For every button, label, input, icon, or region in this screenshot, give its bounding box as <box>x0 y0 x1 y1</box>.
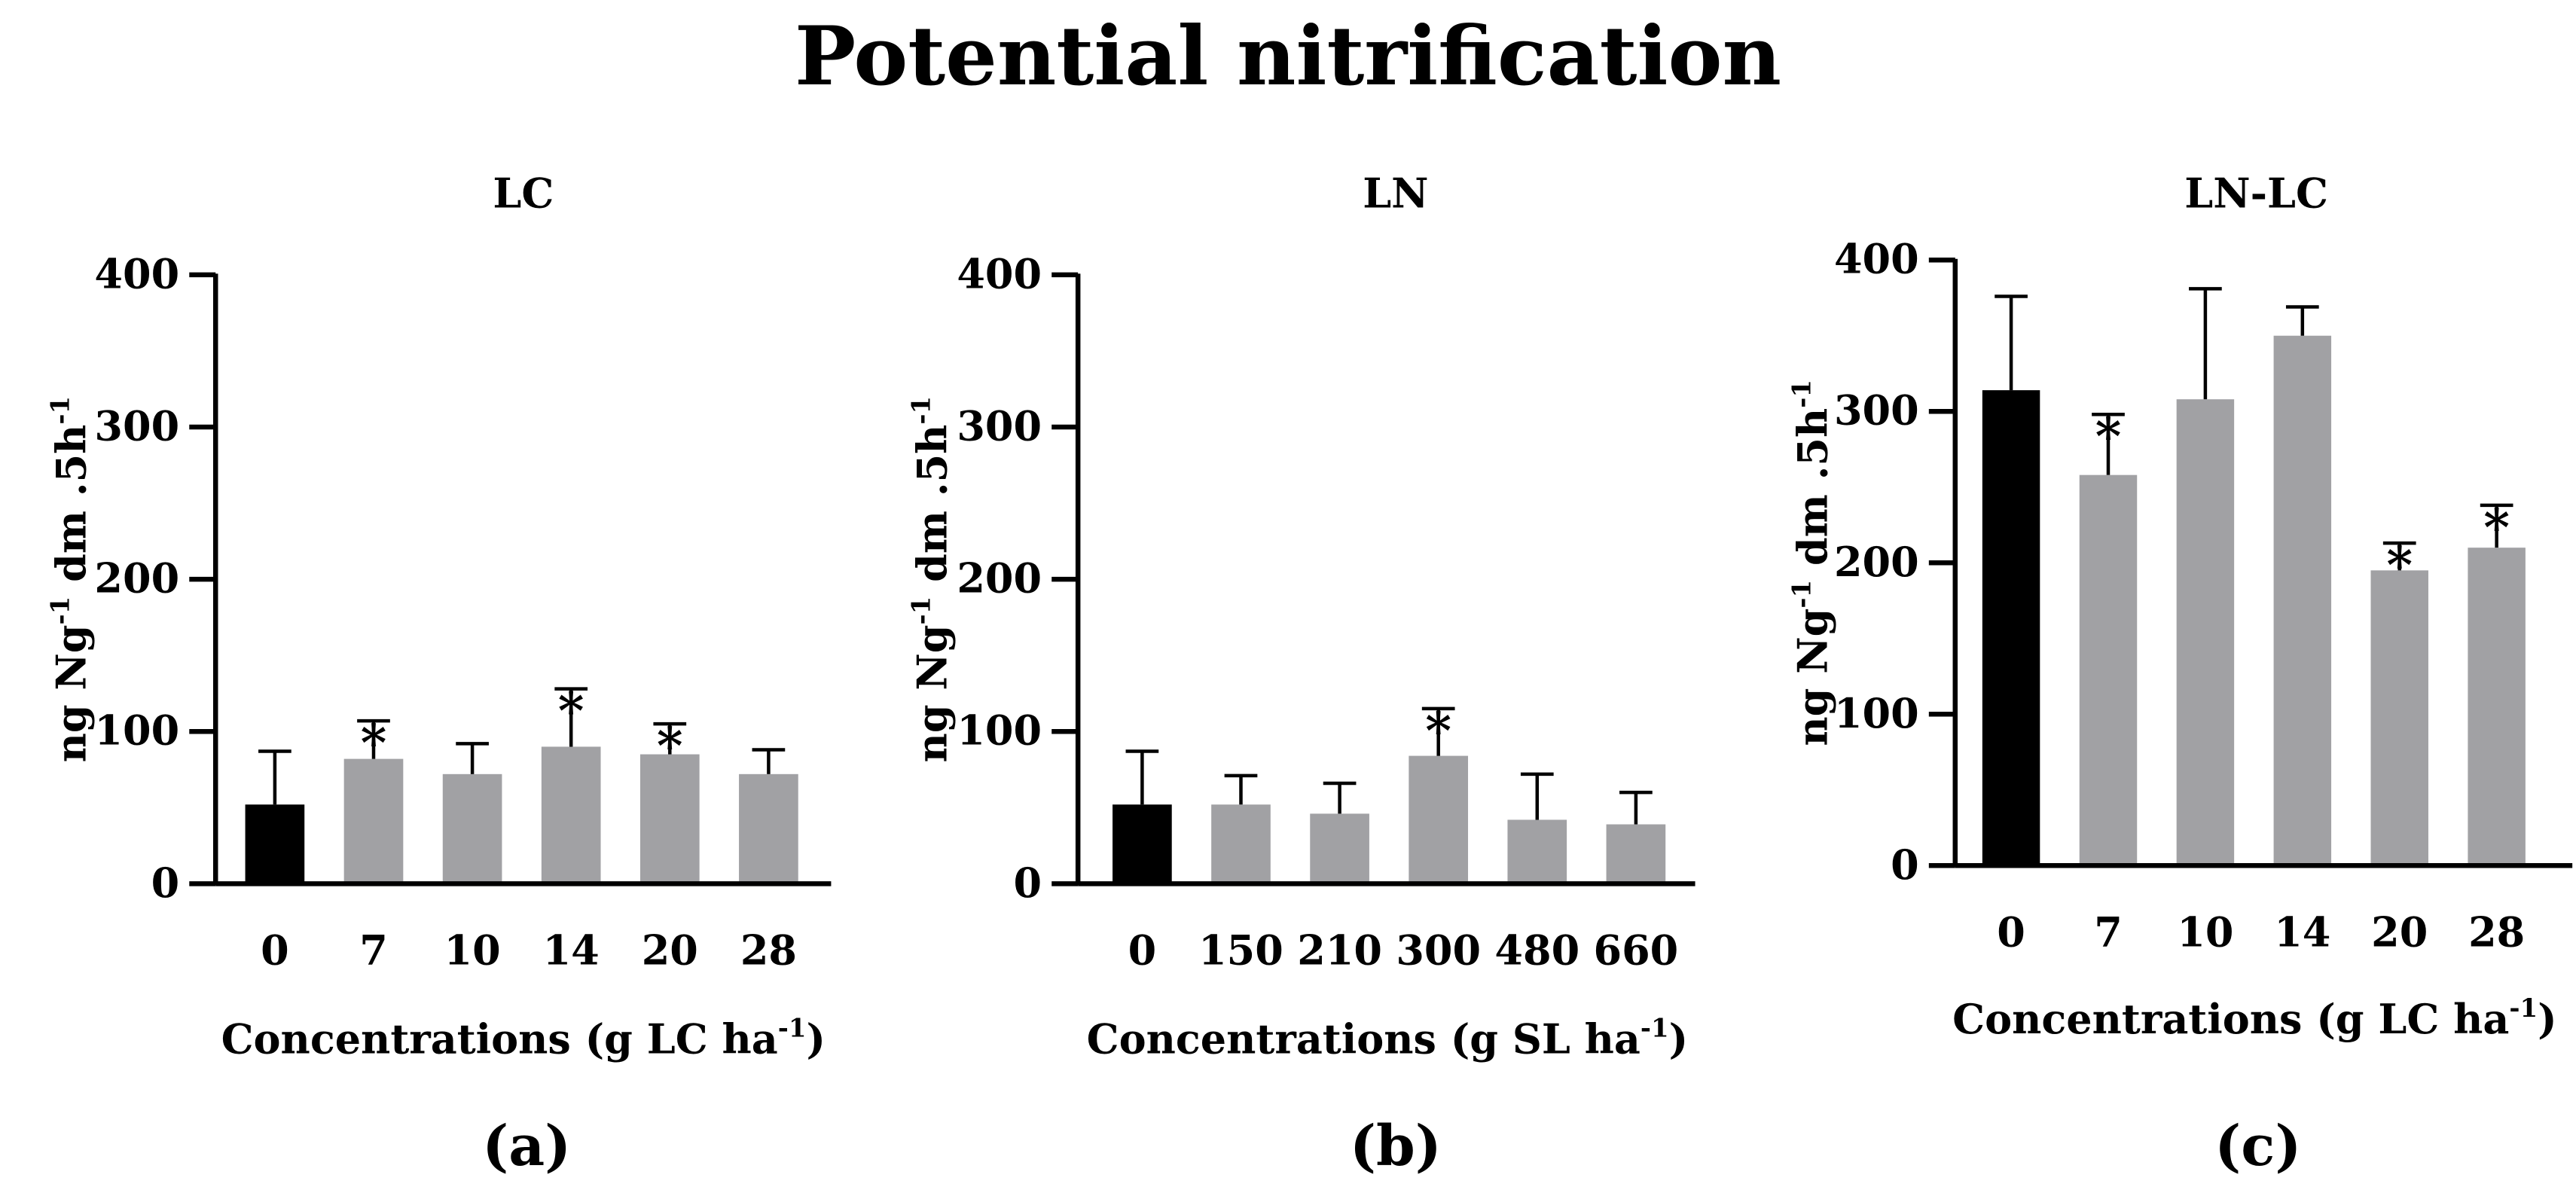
y-tick-label: 0 <box>1014 859 1042 907</box>
x-tick-label: 20 <box>2371 908 2428 956</box>
x-tick-label: 10 <box>444 926 501 974</box>
panel-3: LN-LC 0 * 7 10 14 * 20 * 28 0 100 200 300 400 Concentra… <box>1787 169 2573 1179</box>
y-tick-label: 300 <box>94 401 179 450</box>
x-tick-label: 480 <box>1494 926 1579 974</box>
x-tick-label: 14 <box>2274 908 2330 956</box>
bar-300 <box>1409 755 1469 884</box>
y-tick-label: 300 <box>957 401 1042 450</box>
x-tick-label: 28 <box>740 926 797 974</box>
panel-title: LN-LC <box>2184 169 2328 217</box>
y-tick-label: 0 <box>151 859 180 907</box>
bar-7 <box>2079 474 2138 866</box>
x-tick-label: 150 <box>1198 926 1283 974</box>
bar-20 <box>2370 570 2428 866</box>
bar-28 <box>2468 548 2526 866</box>
x-axis-label: Concentrations (g SL ha-1) <box>1087 1013 1689 1063</box>
y-tick-label: 200 <box>1834 538 1919 586</box>
y-tick-label: 0 <box>1891 841 1919 889</box>
bar-14 <box>541 746 601 884</box>
y-axis-label: ng Ng-1 dm .5h-1 <box>46 396 96 763</box>
x-tick-label: 20 <box>642 926 698 974</box>
x-tick-label: 0 <box>1997 908 2025 956</box>
bar-480 <box>1507 819 1567 884</box>
panel-label: (b) <box>1350 1114 1442 1179</box>
panels: LC0*7 10*14*20 280100200300400Concentratio… <box>46 169 2573 1179</box>
y-tick-label: 100 <box>1834 689 1919 737</box>
y-tick-label: 400 <box>957 249 1042 297</box>
x-axis-label: Concentrations (g LC ha-1) <box>221 1013 826 1063</box>
y-tick-label: 100 <box>94 706 179 755</box>
significance-marker: * <box>657 717 683 776</box>
x-tick-label: 0 <box>261 926 289 974</box>
x-tick-label: 7 <box>2094 908 2123 956</box>
x-tick-label: 14 <box>543 926 600 974</box>
significance-marker: * <box>1425 701 1451 760</box>
x-tick-label: 210 <box>1297 926 1382 974</box>
bar-10 <box>2176 399 2235 866</box>
y-axis-label: ng Ng-1 dm .5h-1 <box>1787 380 1836 746</box>
main-title: Potential nitrification <box>795 9 1781 104</box>
y-tick-label: 300 <box>1834 386 1919 435</box>
bar-28 <box>739 773 798 884</box>
bar-0 <box>245 804 305 884</box>
significance-marker: * <box>2095 407 2122 466</box>
bar-10 <box>442 773 502 884</box>
x-tick-label: 0 <box>1128 926 1157 974</box>
bar-150 <box>1211 804 1271 884</box>
panel-title: LC <box>493 169 554 217</box>
significance-marker: * <box>558 682 584 740</box>
bar-20 <box>639 754 700 884</box>
panel-label: (a) <box>482 1114 571 1179</box>
panel-title: LN <box>1363 169 1428 217</box>
x-tick-label: 300 <box>1396 926 1481 974</box>
bar-7 <box>343 758 404 884</box>
y-tick-label: 200 <box>94 554 179 603</box>
y-tick-label: 200 <box>957 554 1042 603</box>
significance-marker: * <box>2386 536 2413 595</box>
x-tick-label: 10 <box>2177 908 2233 956</box>
significance-marker: * <box>2483 498 2510 557</box>
bar-14 <box>2273 335 2332 866</box>
y-tick-label: 400 <box>94 249 179 297</box>
y-axis-label: ng Ng-1 dm .5h-1 <box>906 396 956 763</box>
x-tick-label: 660 <box>1594 926 1679 974</box>
panel-2: LN 0 150 210 * 300 480 660 0 100 200 300 400 Concentr… <box>906 169 1695 1179</box>
bar-660 <box>1606 824 1666 884</box>
panel-1: LC 0 * 7 10 * 14 * 20 28 0 100 200 300 400 Concentratio… <box>46 169 832 1179</box>
x-axis-label: Concentrations (g LC ha-1) <box>1952 993 2557 1043</box>
bar-0 <box>1113 804 1172 884</box>
significance-marker: * <box>361 714 387 773</box>
y-tick-label: 400 <box>1834 235 1919 283</box>
y-tick-label: 100 <box>957 706 1042 755</box>
bar-0 <box>1982 390 2040 866</box>
x-tick-label: 7 <box>359 926 388 974</box>
panel-label: (c) <box>2214 1114 2301 1179</box>
bar-210 <box>1310 813 1369 884</box>
x-tick-label: 28 <box>2468 908 2525 956</box>
